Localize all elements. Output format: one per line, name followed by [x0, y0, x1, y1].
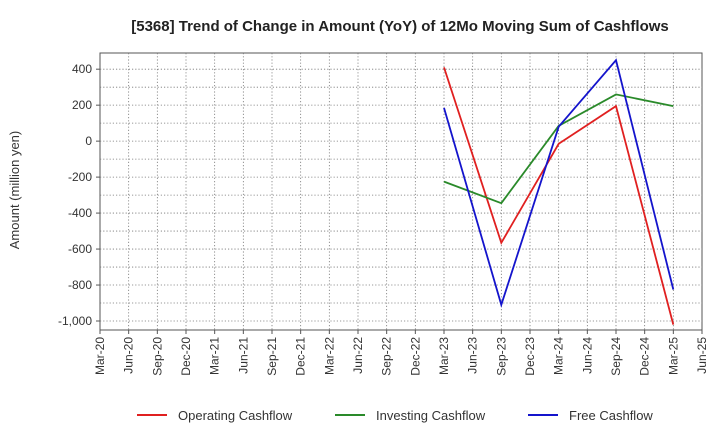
x-tick-label: Jun-24	[580, 337, 594, 374]
y-tick-label: 200	[72, 98, 92, 112]
legend-label: Operating Cashflow	[178, 408, 293, 423]
x-tick-label: Dec-22	[408, 337, 422, 376]
y-axis-label: Amount (million yen)	[7, 131, 22, 250]
x-tick-label: Mar-25	[666, 337, 680, 375]
y-tick-label: -1,000	[58, 314, 92, 328]
x-tick-label: Dec-21	[294, 337, 308, 376]
x-tick-label: Jun-25	[695, 337, 709, 374]
series-layer	[443, 58, 675, 325]
x-tick-label: Sep-21	[265, 337, 279, 376]
y-tick-label: -800	[68, 278, 92, 292]
series-line-operating-cashflow	[443, 67, 675, 325]
legend-label: Free Cashflow	[569, 408, 653, 423]
y-tick-label: 400	[72, 62, 92, 76]
x-axis: Mar-20 Jun-20 Sep-20 Dec-20 Mar-21 Jun-21 Sep-…	[93, 330, 709, 376]
x-tick-label: Jun-23	[466, 337, 480, 374]
x-tick-label: Jun-22	[351, 337, 365, 374]
x-tick-label: Sep-23	[494, 337, 508, 376]
x-tick-label: Mar-23	[437, 337, 451, 375]
x-tick-label: Dec-23	[523, 337, 537, 376]
x-tick-label: Mar-22	[322, 337, 336, 375]
x-tick-label: Dec-20	[179, 337, 193, 376]
y-tick-label: -400	[68, 206, 92, 220]
plot-area	[99, 52, 703, 331]
x-tick-label: Mar-24	[552, 337, 566, 375]
legend: Operating Cashflow Investing Cashflow Free…	[137, 408, 653, 423]
chart-title: [5368] Trend of Change in Amount (YoY) o…	[131, 18, 669, 35]
series-line-free-cashflow	[443, 58, 675, 308]
y-axis: 400 200 0 -200 -400 -600 -800 -1,000	[58, 62, 100, 328]
x-tick-label: Sep-20	[150, 337, 164, 376]
x-tick-label: Mar-21	[208, 337, 222, 375]
x-tick-label: Jun-20	[122, 337, 136, 374]
legend-label: Investing Cashflow	[376, 408, 486, 423]
plot-frame	[99, 52, 703, 331]
y-tick-label: -600	[68, 242, 92, 256]
x-tick-label: Dec-24	[638, 337, 652, 376]
x-tick-label: Jun-21	[236, 337, 250, 374]
y-tick-label: -200	[68, 170, 92, 184]
x-tick-label: Sep-24	[609, 337, 623, 376]
x-tick-label: Sep-22	[380, 337, 394, 376]
y-tick-label: 0	[85, 134, 92, 148]
grid	[100, 53, 702, 330]
x-tick-label: Mar-20	[93, 337, 107, 375]
